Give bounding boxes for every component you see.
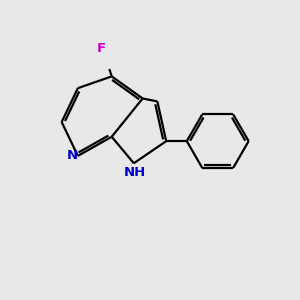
Text: NH: NH <box>124 166 146 179</box>
Text: N: N <box>67 149 78 162</box>
Text: F: F <box>97 42 106 55</box>
